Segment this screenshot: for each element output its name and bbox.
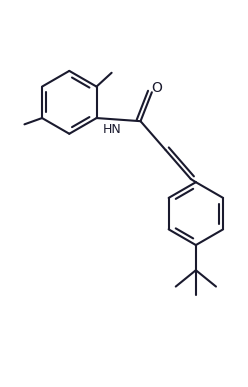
Text: HN: HN — [103, 123, 122, 136]
Text: O: O — [151, 81, 162, 95]
